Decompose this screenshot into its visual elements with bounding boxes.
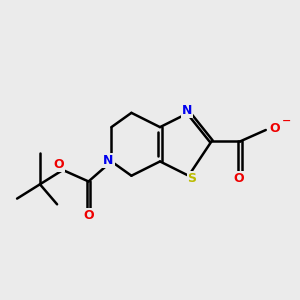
Text: −: − [281, 116, 291, 126]
Text: O: O [233, 172, 244, 185]
Text: S: S [188, 172, 196, 185]
Text: N: N [103, 154, 114, 166]
Text: N: N [182, 104, 192, 117]
Text: O: O [83, 209, 94, 222]
Text: O: O [53, 158, 64, 171]
Text: O: O [269, 122, 280, 135]
